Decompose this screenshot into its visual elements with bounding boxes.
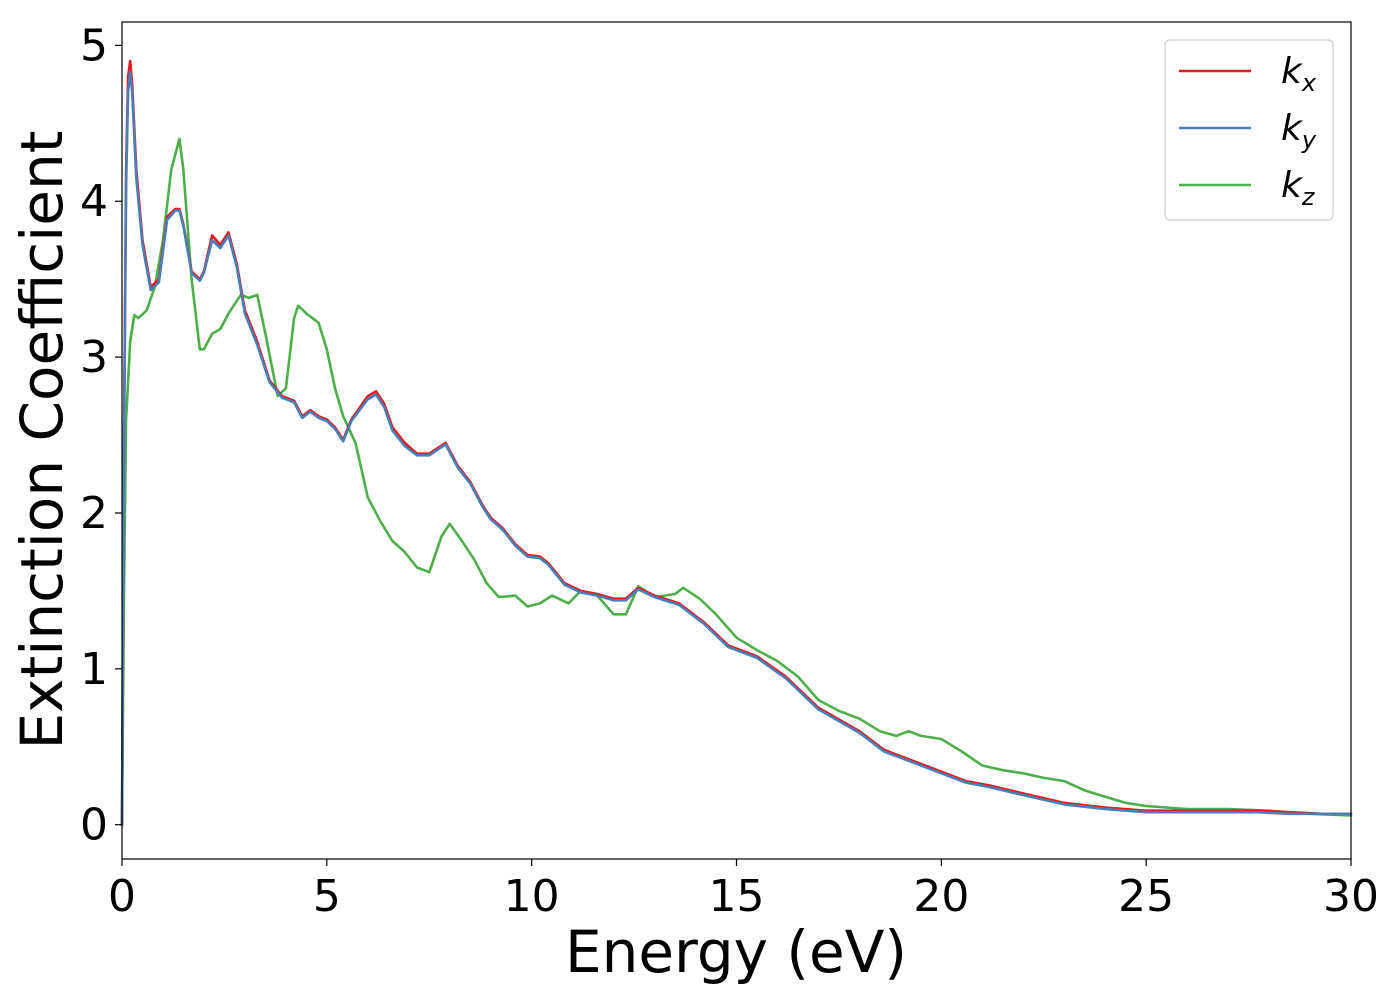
series-line-kz <box>120 137 1353 826</box>
legend-label-kz: kz <box>1281 165 1316 211</box>
y-tick-label: 4 <box>80 176 108 227</box>
x-tick-label: 30 <box>1323 871 1379 922</box>
x-tick-label: 15 <box>709 871 765 922</box>
series-line-ky <box>120 70 1353 826</box>
x-tick-label: 10 <box>504 871 560 922</box>
y-axis-label: Extinction Coefficient <box>8 131 76 750</box>
legend-label-ky: ky <box>1281 108 1317 154</box>
x-axis: 0 5 10 15 20 25 30 <box>108 859 1379 922</box>
y-tick-label: 2 <box>80 488 108 539</box>
y-tick-label: 0 <box>80 800 108 851</box>
x-tick-label: 25 <box>1118 871 1174 922</box>
series-layer <box>120 59 1353 826</box>
y-tick-label: 3 <box>80 332 108 383</box>
y-tick-label: 1 <box>80 644 108 695</box>
legend-box <box>1164 39 1334 221</box>
legend: kx ky kz <box>1164 39 1334 221</box>
y-tick-label: 5 <box>80 20 108 71</box>
x-axis-label: Energy (eV) <box>565 918 907 986</box>
x-tick-label: 5 <box>313 871 341 922</box>
y-axis: 0 1 2 3 4 5 <box>80 20 122 851</box>
legend-label-kx: kx <box>1281 51 1317 97</box>
plot-background <box>122 22 1351 859</box>
x-tick-label: 0 <box>108 871 136 922</box>
x-tick-label: 20 <box>913 871 969 922</box>
